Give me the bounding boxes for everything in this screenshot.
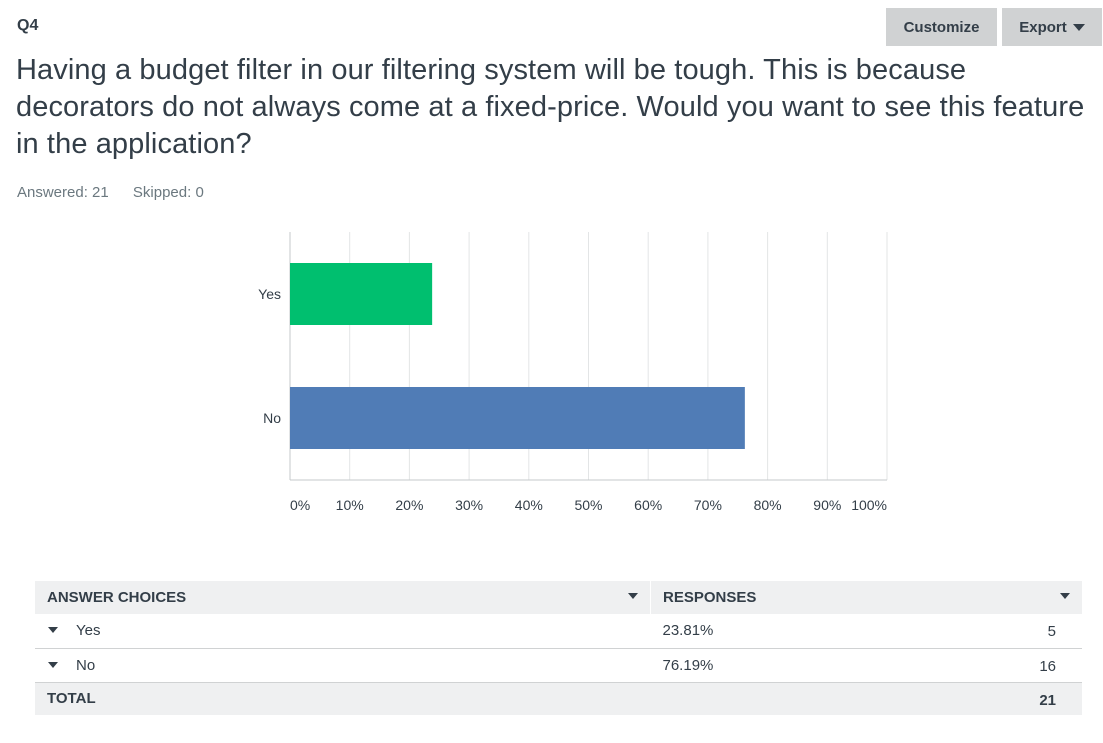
bar-yes — [290, 263, 433, 325]
total-cell: 21 — [651, 682, 1083, 715]
expand-caret-icon[interactable] — [48, 661, 58, 668]
answer-choices-header[interactable]: ANSWER CHOICES — [35, 581, 651, 614]
category-label: Yes — [258, 286, 281, 302]
x-tick-label: 40% — [515, 497, 543, 513]
skipped-count: Skipped: 0 — [132, 184, 204, 201]
x-tick-label: 0% — [290, 497, 310, 513]
total-count: 21 — [1039, 691, 1056, 709]
choice-label: Yes — [76, 622, 101, 640]
x-tick-label: 80% — [754, 497, 782, 513]
response-percent: 76.19% — [662, 656, 714, 674]
x-tick-label: 90% — [813, 497, 841, 513]
response-cell: 23.81% 5 — [651, 614, 1083, 648]
answered-count: Answered: 21 — [17, 184, 109, 201]
expand-caret-icon[interactable] — [48, 627, 58, 634]
customize-button[interactable]: Customize — [886, 8, 997, 46]
bar-no — [290, 387, 745, 449]
answer-table: ANSWER CHOICES RESPONSES Yes 23.81% 5 No… — [35, 581, 1082, 715]
export-button[interactable]: Export — [1002, 8, 1102, 46]
choice-cell: No — [35, 648, 651, 682]
response-percent: 23.81% — [662, 622, 714, 640]
choice-label: No — [76, 656, 96, 674]
question-text: Having a budget filter in our filtering … — [16, 54, 1085, 160]
x-tick-label: 60% — [634, 497, 662, 513]
total-row: TOTAL 21 — [35, 682, 1082, 715]
x-tick-label: 70% — [694, 497, 722, 513]
table-row: Yes 23.81% 5 — [35, 614, 1082, 648]
responses-header[interactable]: RESPONSES — [651, 581, 1083, 614]
sort-caret-icon[interactable] — [1060, 593, 1070, 599]
response-stats: Answered: 21 Skipped: 0 — [17, 184, 224, 201]
table-header-row: ANSWER CHOICES RESPONSES — [35, 581, 1082, 614]
response-count: 5 — [1047, 623, 1056, 640]
table-row: No 76.19% 16 — [35, 648, 1082, 682]
answer-choices-label: ANSWER CHOICES — [47, 589, 187, 606]
bar-chart: Yes No 0% 10% 20% 30% 40% 50% 60% 70% 80% 90% 100% — [258, 232, 888, 513]
x-tick-label: 100% — [851, 497, 887, 513]
category-label: No — [263, 410, 281, 426]
x-tick-label: 30% — [455, 497, 483, 513]
chevron-down-icon — [1072, 23, 1085, 31]
x-tick-label: 20% — [395, 497, 423, 513]
customize-label: Customize — [903, 18, 980, 36]
x-tick-label: 50% — [574, 497, 602, 513]
responses-label: RESPONSES — [663, 589, 757, 606]
sort-caret-icon[interactable] — [628, 593, 638, 599]
question-number: Q4 — [17, 17, 39, 34]
x-tick-label: 10% — [336, 497, 364, 513]
total-label: TOTAL — [47, 690, 96, 708]
response-cell: 76.19% 16 — [651, 648, 1083, 682]
response-count: 16 — [1039, 657, 1056, 675]
choice-cell: Yes — [35, 614, 651, 648]
export-label: Export — [1019, 18, 1067, 36]
